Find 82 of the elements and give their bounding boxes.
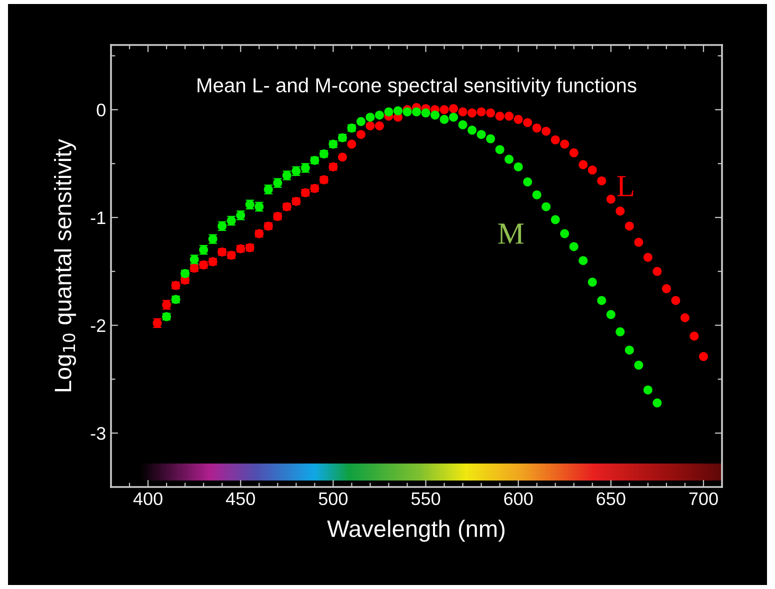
series-label: M (498, 224, 524, 244)
point (643, 385, 652, 394)
point (624, 346, 634, 355)
point (532, 124, 542, 133)
y-tick-label: -1 (90, 212, 106, 224)
point (338, 152, 347, 162)
point (578, 256, 588, 266)
point (569, 148, 578, 158)
y-tick-label: -2 (90, 319, 106, 332)
point (374, 121, 384, 130)
y-axis-title: Log$_{10}$ quantal sensitivity (54, 138, 76, 392)
point (486, 134, 496, 144)
series-label: L (617, 176, 634, 196)
point (430, 110, 440, 120)
point (606, 310, 616, 320)
point (476, 107, 486, 116)
point (597, 296, 606, 305)
point (680, 313, 690, 322)
point (468, 108, 477, 118)
y-tick-label: -3 (90, 427, 106, 440)
point (542, 126, 551, 136)
point (698, 352, 708, 362)
point (652, 266, 662, 276)
point (495, 145, 504, 154)
point (523, 177, 532, 186)
point (458, 120, 468, 130)
point (449, 112, 458, 122)
point (597, 176, 606, 186)
point (662, 284, 671, 294)
x-tick-label: 450 (226, 492, 255, 506)
point (347, 140, 356, 149)
point (412, 107, 421, 116)
point (421, 108, 430, 118)
point (550, 215, 560, 224)
point (514, 162, 523, 172)
point (606, 194, 616, 204)
point (366, 112, 375, 122)
point (440, 105, 449, 114)
x-tick-label: 500 (318, 492, 348, 506)
point (532, 190, 542, 200)
point (384, 107, 394, 116)
point (374, 110, 384, 120)
text: Mean L- and M-cone spectral sensitivity functions (198, 78, 636, 96)
point (560, 140, 570, 149)
point (634, 360, 644, 370)
point (458, 107, 468, 116)
point (366, 121, 375, 130)
point (560, 229, 570, 238)
point (523, 118, 532, 128)
point (504, 112, 514, 121)
x-tick-label: 550 (411, 492, 440, 506)
point (449, 104, 458, 114)
x-tick-label: 600 (504, 492, 533, 506)
point (616, 327, 625, 336)
point (624, 222, 634, 231)
y-tick-label: 0 (96, 104, 106, 116)
point (569, 242, 578, 252)
point (588, 278, 597, 287)
x-tick-label: 700 (689, 492, 718, 506)
point (588, 166, 597, 175)
point (356, 117, 366, 126)
point (504, 154, 514, 164)
point (495, 112, 504, 121)
point (616, 206, 625, 216)
point (550, 135, 560, 144)
point (514, 114, 523, 124)
point (634, 238, 644, 247)
x-axis-title: Wavelength (nm) (327, 520, 504, 542)
point (468, 126, 477, 135)
point (690, 332, 699, 341)
point (356, 130, 366, 139)
point (486, 108, 496, 118)
point (652, 398, 662, 408)
x-tick-label: 650 (596, 492, 626, 506)
point (643, 252, 652, 262)
point (542, 202, 551, 212)
point (476, 130, 486, 139)
x-tick-label: 400 (133, 492, 162, 506)
point (671, 296, 680, 305)
point (578, 160, 588, 170)
point (440, 114, 449, 124)
point (393, 106, 402, 116)
